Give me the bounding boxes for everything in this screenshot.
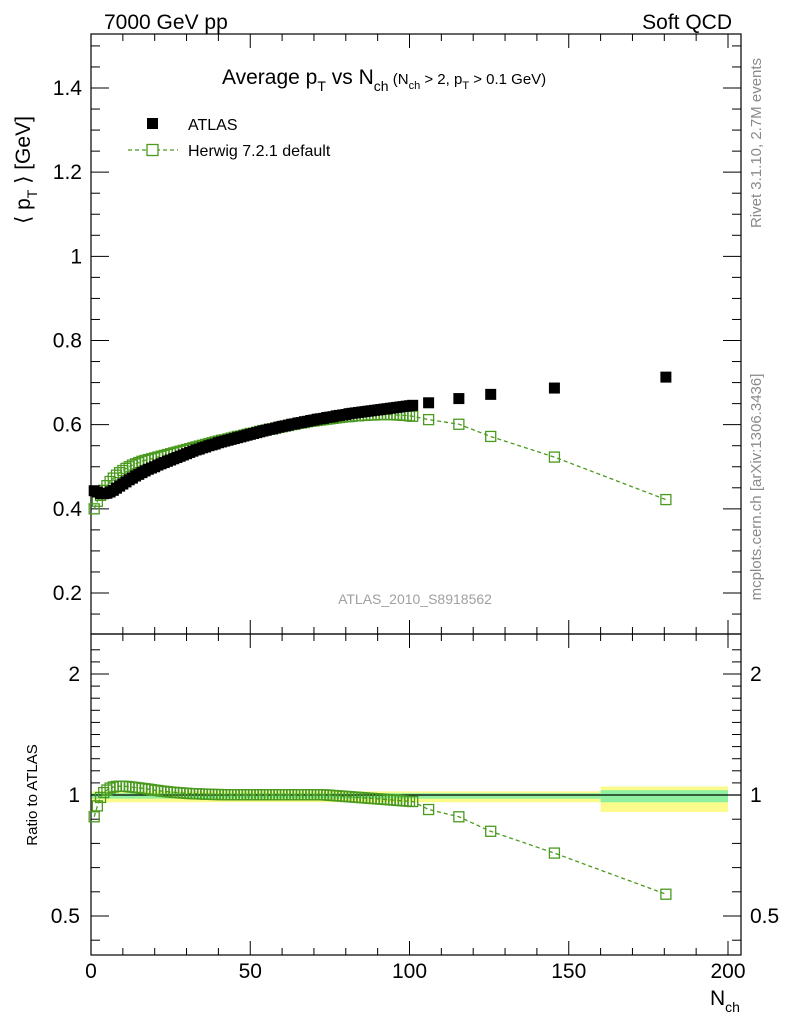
atlas-point bbox=[453, 393, 465, 405]
herwig-ratio-point bbox=[548, 847, 561, 859]
herwig-ratio-point bbox=[485, 825, 497, 837]
header-left-label: 7000 GeV pp bbox=[104, 11, 228, 34]
herwig-point bbox=[660, 493, 672, 506]
ratio-bands bbox=[91, 786, 728, 812]
legend: ATLAS Herwig 7.2.1 default bbox=[128, 117, 331, 160]
atlas-point bbox=[660, 371, 672, 383]
y-tick-label: 0.8 bbox=[53, 330, 82, 353]
ratio-tick-label-left: 0.5 bbox=[51, 905, 80, 928]
x-tick-label: 0 bbox=[85, 960, 97, 983]
y-tick-label: 0.2 bbox=[53, 582, 82, 605]
legend-marker-atlas bbox=[147, 118, 158, 129]
atlas-point bbox=[485, 388, 497, 400]
x-tick-label: 200 bbox=[710, 960, 745, 983]
y-tick-label: 0.4 bbox=[53, 498, 83, 521]
herwig-point bbox=[422, 413, 435, 426]
y-tick-label: 1.2 bbox=[53, 161, 82, 184]
herwig-point bbox=[407, 410, 419, 422]
x-axis-label: Nch bbox=[710, 987, 740, 1015]
x-tick-label: 150 bbox=[551, 960, 586, 983]
y-axis-label: ⟨ pT ⟩ [GeV] bbox=[12, 116, 40, 224]
atlas-point bbox=[407, 399, 419, 411]
x-tick-label: 50 bbox=[239, 960, 262, 983]
herwig-ratio-point bbox=[407, 795, 419, 808]
ratio-tick-label-right: 0.5 bbox=[750, 905, 779, 928]
ratio-band-inner-0 bbox=[91, 793, 601, 799]
y-tick-label: 1.4 bbox=[53, 77, 83, 100]
ratio-tick-label-right: 2 bbox=[750, 663, 762, 686]
atlas-series bbox=[88, 371, 672, 500]
herwig-point bbox=[453, 418, 465, 430]
y-tick-label: 0.6 bbox=[53, 414, 82, 437]
legend-marker-herwig bbox=[146, 143, 159, 157]
herwig-ratio-point bbox=[660, 888, 672, 900]
herwig-ratio-series bbox=[88, 780, 672, 900]
ratio-tick-label-left: 2 bbox=[68, 663, 80, 686]
herwig-point bbox=[548, 451, 561, 463]
herwig-point bbox=[114, 466, 126, 479]
herwig-ratio-point bbox=[88, 811, 100, 823]
ratio-y-axis-label: Ratio to ATLAS bbox=[24, 744, 41, 845]
legend-label-herwig: Herwig 7.2.1 default bbox=[188, 143, 331, 160]
herwig-ratio-point bbox=[91, 800, 104, 812]
x-tick-label: 100 bbox=[392, 960, 427, 983]
herwig-ratio-point bbox=[453, 811, 465, 823]
ratio-band-inner-1 bbox=[600, 790, 728, 803]
analysis-tag: ATLAS_2010_S8918562 bbox=[338, 591, 492, 607]
side-label-bottom: mcplots.cern.ch [arXiv:1306.3436] bbox=[748, 374, 765, 601]
herwig-point bbox=[485, 430, 497, 443]
ratio-tick-label-right: 1 bbox=[750, 784, 762, 807]
atlas-point bbox=[548, 382, 560, 394]
herwig-ratio-point bbox=[422, 803, 435, 816]
atlas-point bbox=[423, 397, 435, 409]
legend-label-atlas: ATLAS bbox=[188, 117, 238, 134]
side-label-top: Rivet 3.1.10, 2.7M events bbox=[748, 58, 765, 228]
header-right-label: Soft QCD bbox=[642, 11, 732, 34]
y-tick-label: 1 bbox=[70, 245, 82, 268]
chart-title: Average pT vs Nch (Nch > 2, pT > 0.1 GeV… bbox=[222, 66, 546, 94]
ratio-tick-label-left: 1 bbox=[68, 784, 80, 807]
herwig-point bbox=[88, 503, 100, 515]
